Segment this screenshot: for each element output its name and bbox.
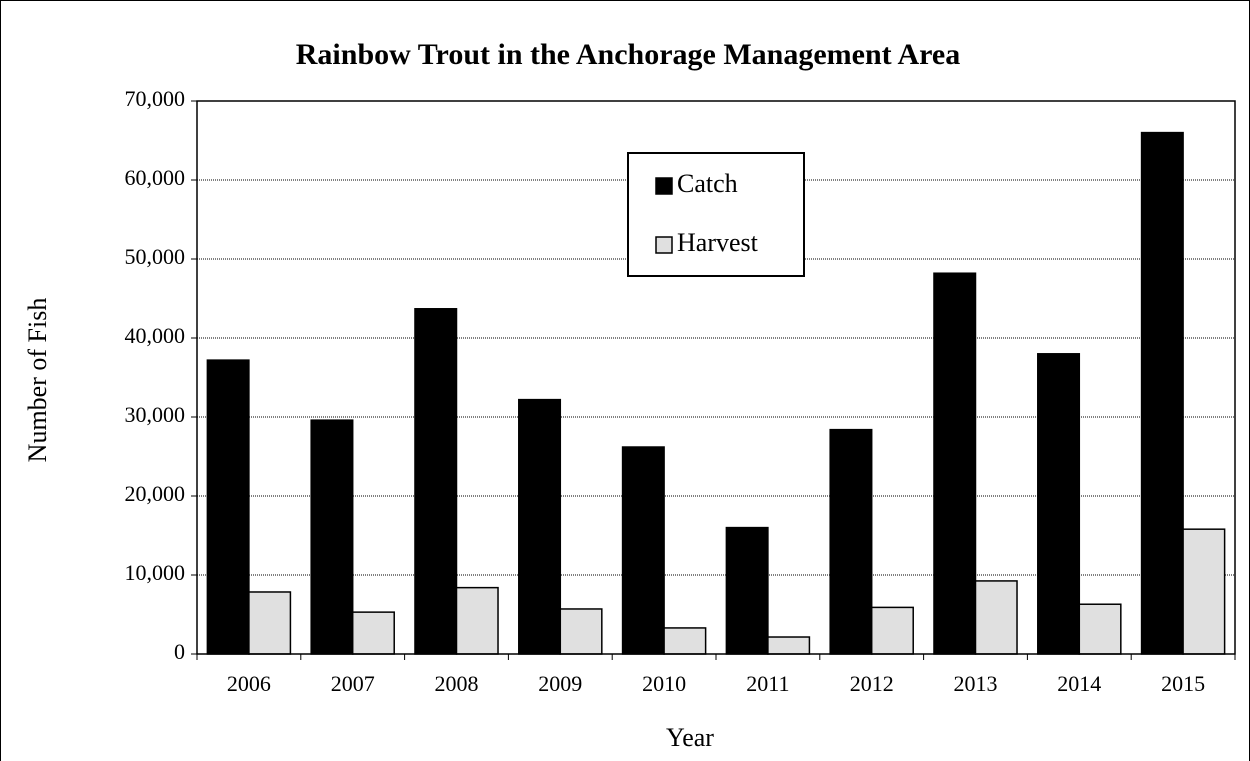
x-tick-label: 2012 <box>850 671 894 696</box>
bar <box>310 419 354 655</box>
legend-label: Harvest <box>677 228 759 257</box>
bar <box>414 308 458 655</box>
legend-swatch <box>655 236 673 254</box>
x-tick-label: 2007 <box>331 671 375 696</box>
bar <box>725 526 769 655</box>
bar <box>351 611 395 655</box>
x-tick-label: 2010 <box>642 671 686 696</box>
bar <box>518 398 562 655</box>
x-tick-label: 2015 <box>1161 671 1205 696</box>
bar <box>1037 353 1081 655</box>
y-tick-label: 70,000 <box>125 86 186 111</box>
chart-title: Rainbow Trout in the Anchorage Managemen… <box>296 38 960 71</box>
legend-swatch <box>655 177 673 195</box>
legend-box <box>627 152 805 277</box>
bar <box>559 608 603 655</box>
bar <box>829 428 873 655</box>
bar <box>248 591 292 655</box>
bar <box>663 627 707 655</box>
bar <box>621 446 665 655</box>
y-tick-label: 10,000 <box>125 560 186 585</box>
y-tick-label: 30,000 <box>125 402 186 427</box>
y-tick-label: 40,000 <box>125 323 186 348</box>
bar <box>1078 603 1122 655</box>
x-tick-label: 2008 <box>435 671 479 696</box>
bar <box>870 606 914 655</box>
plot-frame <box>196 100 1236 655</box>
x-tick-label: 2009 <box>538 671 582 696</box>
bar <box>1182 528 1226 655</box>
x-tick-label: 2014 <box>1057 671 1101 696</box>
legend-label: Catch <box>677 169 738 198</box>
bar <box>974 580 1018 655</box>
bar <box>767 636 811 655</box>
bar <box>933 272 977 655</box>
bar <box>206 359 250 655</box>
y-tick-label: 20,000 <box>125 481 186 506</box>
x-tick-label: 2011 <box>746 671 789 696</box>
y-axis-label: Number of Fish <box>23 298 52 463</box>
x-tick-label: 2006 <box>227 671 271 696</box>
y-tick-label: 60,000 <box>125 165 186 190</box>
x-tick-label: 2013 <box>954 671 998 696</box>
x-axis-label: Year <box>666 723 714 752</box>
bar <box>455 586 499 655</box>
bar <box>1140 131 1184 655</box>
y-tick-label: 50,000 <box>125 244 186 269</box>
y-tick-label: 0 <box>174 639 185 664</box>
